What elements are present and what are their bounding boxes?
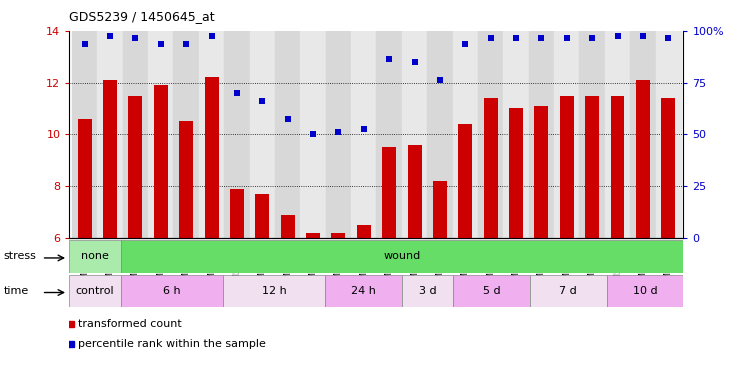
Point — [637, 33, 648, 39]
Bar — [433, 181, 447, 238]
Bar — [326, 31, 351, 238]
Point — [129, 35, 141, 41]
Bar — [205, 78, 219, 238]
Point — [205, 33, 217, 39]
Point — [485, 35, 496, 41]
Bar — [504, 31, 529, 238]
Bar — [376, 31, 402, 238]
Point — [561, 35, 572, 41]
Bar — [281, 215, 295, 238]
Bar — [529, 31, 554, 238]
Text: transformed count: transformed count — [78, 319, 182, 329]
Point — [282, 116, 294, 122]
Point — [383, 56, 395, 62]
Point — [105, 33, 116, 39]
Point — [612, 33, 624, 39]
Bar — [224, 31, 249, 238]
Text: control: control — [76, 286, 114, 296]
Text: 6 h: 6 h — [163, 286, 181, 296]
Point — [409, 59, 420, 65]
Point — [307, 131, 319, 137]
Text: 12 h: 12 h — [262, 286, 287, 296]
Bar — [306, 233, 320, 238]
Bar — [585, 96, 599, 238]
Bar — [509, 108, 523, 238]
Bar — [478, 31, 504, 238]
Point — [358, 126, 370, 132]
Bar — [129, 96, 143, 238]
Bar — [458, 124, 472, 238]
Bar — [351, 31, 376, 238]
Point — [662, 35, 674, 41]
Text: 3 d: 3 d — [419, 286, 436, 296]
Point — [257, 98, 268, 104]
Bar — [249, 31, 275, 238]
Bar — [382, 147, 396, 238]
Bar — [331, 233, 345, 238]
Point — [333, 129, 344, 135]
Text: wound: wound — [384, 251, 420, 262]
Bar — [656, 31, 681, 238]
Bar — [484, 98, 498, 238]
Bar — [630, 31, 656, 238]
Bar — [607, 275, 683, 307]
Bar — [662, 98, 675, 238]
Bar — [154, 85, 168, 238]
Bar — [408, 145, 422, 238]
Bar — [69, 240, 121, 273]
Bar — [97, 31, 123, 238]
Bar — [554, 31, 580, 238]
Point — [181, 41, 192, 47]
Bar — [72, 31, 97, 238]
Bar — [402, 275, 453, 307]
Text: time: time — [4, 286, 29, 296]
Point — [434, 77, 446, 83]
Bar — [636, 80, 650, 238]
Point — [155, 41, 167, 47]
Bar — [560, 96, 574, 238]
Text: stress: stress — [4, 251, 37, 262]
Bar — [103, 80, 117, 238]
Bar — [69, 275, 121, 307]
Bar — [123, 31, 148, 238]
Bar — [325, 275, 402, 307]
Text: 7 d: 7 d — [559, 286, 577, 296]
Bar — [77, 119, 91, 238]
Bar — [453, 275, 530, 307]
Point — [459, 41, 471, 47]
Bar — [199, 31, 224, 238]
Bar — [534, 106, 548, 238]
Point — [586, 35, 598, 41]
Bar — [610, 96, 624, 238]
Point — [536, 35, 548, 41]
Text: none: none — [81, 251, 109, 262]
Point — [79, 41, 91, 47]
Bar — [230, 189, 244, 238]
Bar — [605, 31, 630, 238]
Text: 10 d: 10 d — [633, 286, 657, 296]
Bar — [357, 225, 371, 238]
Bar — [402, 31, 427, 238]
Bar — [300, 31, 326, 238]
Bar — [148, 31, 173, 238]
Bar — [223, 275, 325, 307]
Bar — [580, 31, 605, 238]
Bar — [530, 275, 607, 307]
Text: 5 d: 5 d — [482, 286, 501, 296]
Text: percentile rank within the sample: percentile rank within the sample — [78, 339, 266, 349]
Bar — [255, 194, 269, 238]
Point — [231, 90, 243, 96]
Text: GDS5239 / 1450645_at: GDS5239 / 1450645_at — [69, 10, 215, 23]
Bar — [275, 31, 300, 238]
Point — [510, 35, 522, 41]
Bar — [427, 31, 452, 238]
Bar — [179, 121, 193, 238]
Bar — [121, 275, 223, 307]
Bar — [452, 31, 478, 238]
Bar — [173, 31, 199, 238]
Text: 24 h: 24 h — [351, 286, 376, 296]
